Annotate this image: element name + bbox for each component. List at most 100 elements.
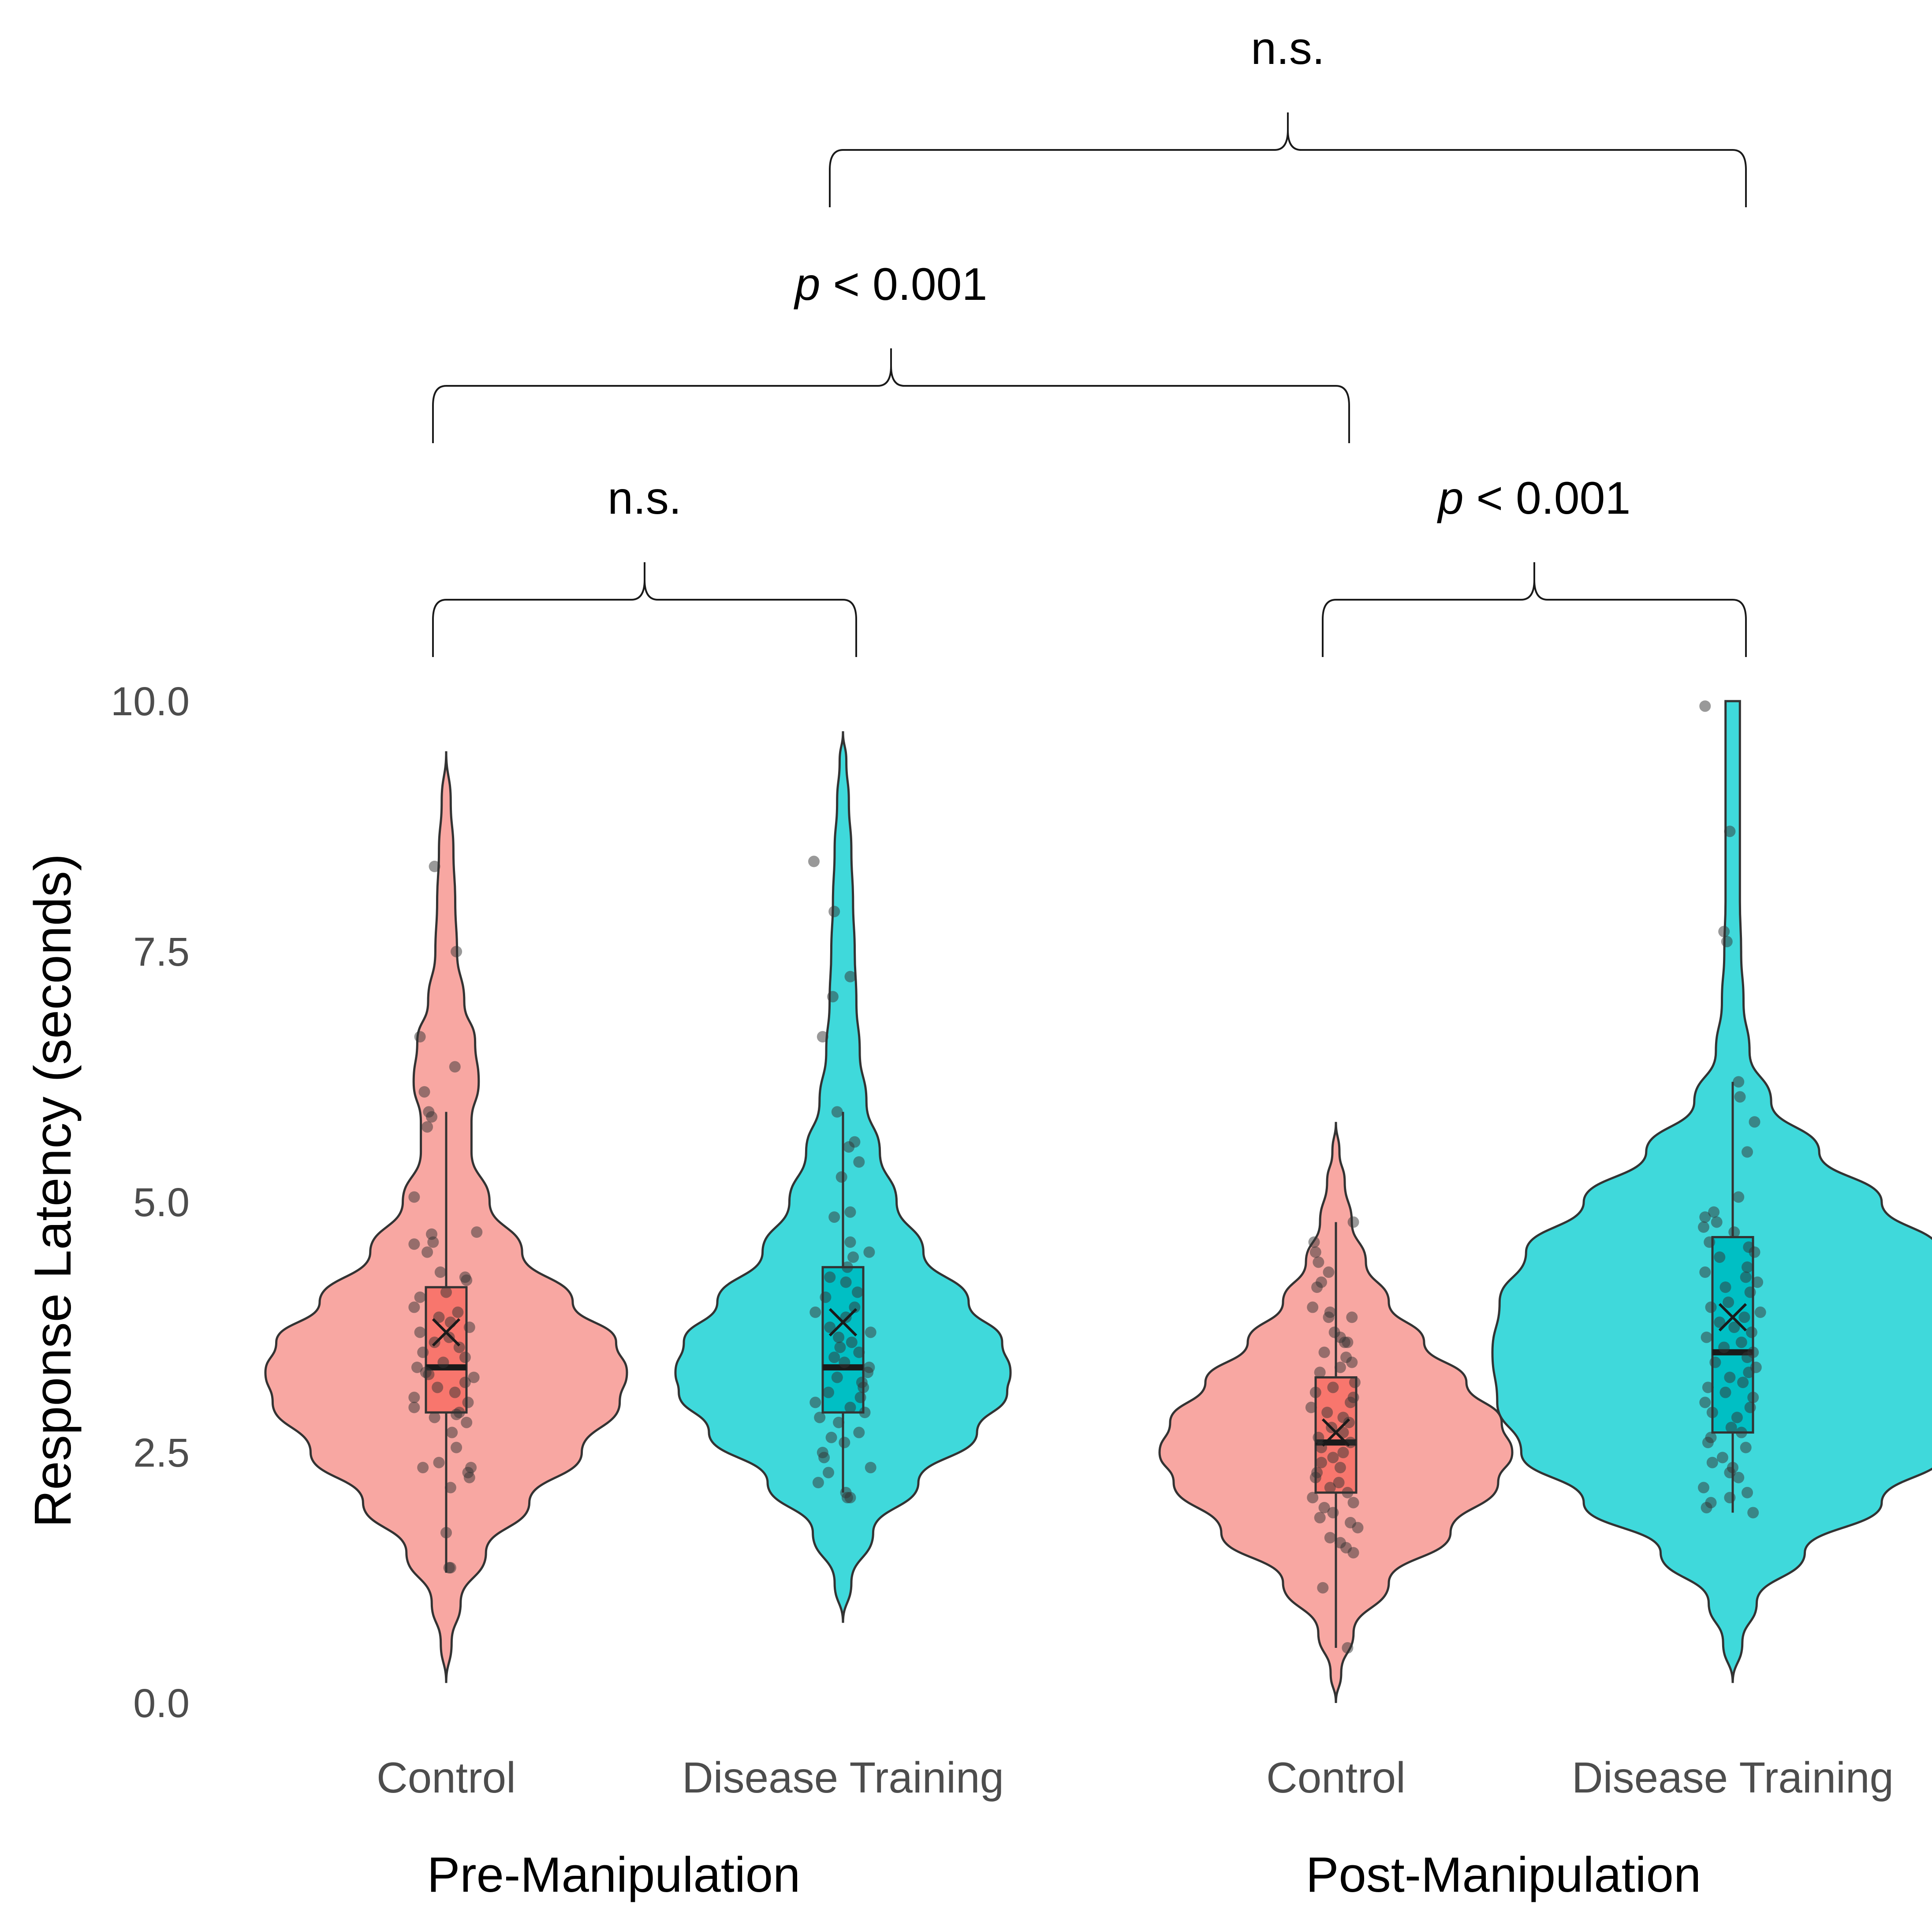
data-point <box>1747 1507 1759 1519</box>
data-point <box>459 1352 471 1363</box>
data-point <box>823 1467 834 1479</box>
data-point <box>408 1301 420 1313</box>
data-point <box>414 1291 426 1303</box>
data-point <box>1704 1236 1716 1248</box>
data-point <box>1724 1371 1736 1383</box>
data-point <box>843 1141 855 1153</box>
y-tick-label: 10.0 <box>111 679 190 724</box>
data-point <box>408 1238 420 1250</box>
data-point <box>440 1286 452 1298</box>
data-point <box>840 1311 852 1323</box>
data-point <box>1324 1532 1336 1544</box>
data-point <box>1744 1286 1756 1298</box>
data-point <box>1346 1356 1358 1368</box>
data-point <box>823 1386 834 1398</box>
data-point <box>865 1462 876 1474</box>
data-point <box>1718 926 1730 937</box>
data-point <box>1346 1311 1358 1323</box>
data-point <box>852 1286 863 1298</box>
data-point <box>1719 1281 1731 1293</box>
data-point <box>1702 1437 1714 1449</box>
significance-label: p < 0.001 <box>794 259 988 310</box>
data-point <box>1702 1382 1714 1393</box>
x-category-label: Control <box>377 1753 516 1802</box>
data-point <box>1309 1471 1321 1483</box>
data-point <box>459 1376 471 1388</box>
data-point <box>1342 1642 1354 1654</box>
data-point <box>853 1156 865 1168</box>
data-point <box>1314 1367 1326 1378</box>
data-point <box>1316 1456 1327 1468</box>
data-point <box>1724 1467 1736 1479</box>
data-point <box>449 1061 461 1073</box>
data-point <box>468 1371 480 1383</box>
data-point <box>1347 1497 1359 1509</box>
significance-text: n.s. <box>608 473 682 524</box>
significance-text: n.s. <box>1251 23 1325 74</box>
data-point <box>814 1412 826 1423</box>
data-point <box>433 1311 445 1323</box>
data-point <box>1318 1501 1330 1513</box>
data-point <box>1321 1407 1333 1419</box>
data-point <box>1323 1266 1335 1278</box>
data-point <box>1324 1482 1336 1494</box>
data-point <box>839 1356 850 1368</box>
data-point <box>844 1492 856 1504</box>
y-tick-label: 5.0 <box>133 1180 190 1225</box>
data-point <box>1706 1407 1718 1419</box>
mean-marker <box>432 1318 461 1347</box>
data-point <box>808 855 820 867</box>
data-point <box>1308 1236 1320 1248</box>
data-point <box>839 1437 850 1449</box>
data-point <box>411 1361 423 1373</box>
x-category-label: Disease Training <box>682 1753 1004 1802</box>
data-point <box>1742 1146 1753 1158</box>
data-point <box>1699 1211 1711 1223</box>
x-axis-labels: Control Disease Training Control Disease Tr… <box>377 1753 1894 1902</box>
data-point <box>849 1301 861 1313</box>
significance-bracket: n.s. <box>829 23 1747 207</box>
data-point <box>858 1382 869 1393</box>
data-point <box>1749 1116 1760 1128</box>
data-point <box>824 1271 836 1283</box>
data-point <box>1737 1376 1749 1388</box>
data-point <box>1309 1386 1321 1398</box>
x-category-label: Disease Training <box>1572 1753 1894 1802</box>
data-point <box>1314 1512 1326 1524</box>
data-point <box>1709 1356 1721 1368</box>
data-point <box>462 1397 474 1408</box>
data-point <box>1313 1256 1324 1268</box>
data-point <box>862 1367 874 1378</box>
bracket-line <box>432 348 1350 443</box>
data-point <box>408 1401 420 1413</box>
data-point <box>1699 700 1711 712</box>
data-point <box>824 1322 836 1333</box>
data-point <box>418 1086 430 1098</box>
data-point <box>825 1431 837 1443</box>
data-point <box>1743 1367 1755 1378</box>
data-point <box>1742 1261 1753 1273</box>
data-point <box>1742 1486 1753 1498</box>
data-point <box>1352 1522 1364 1534</box>
data-point <box>1327 1382 1339 1393</box>
data-point <box>1705 1301 1717 1313</box>
data-point <box>1752 1276 1764 1288</box>
data-point <box>812 1477 824 1489</box>
data-point <box>434 1266 446 1278</box>
data-point <box>865 1326 876 1338</box>
data-point <box>453 1341 465 1353</box>
data-point <box>817 1031 828 1043</box>
data-point <box>1706 1456 1718 1468</box>
data-point <box>1349 1376 1361 1388</box>
data-point <box>1747 1392 1759 1404</box>
data-point <box>1309 1246 1321 1258</box>
data-point <box>828 1211 840 1223</box>
y-axis-title: Response Latency (seconds) <box>24 854 82 1527</box>
data-point <box>1711 1216 1723 1228</box>
data-point <box>1714 1251 1726 1263</box>
data-point <box>1323 1311 1335 1323</box>
data-point <box>853 1427 865 1438</box>
data-point <box>1311 1281 1323 1293</box>
data-point <box>408 1191 420 1203</box>
bracket-line <box>432 562 857 657</box>
